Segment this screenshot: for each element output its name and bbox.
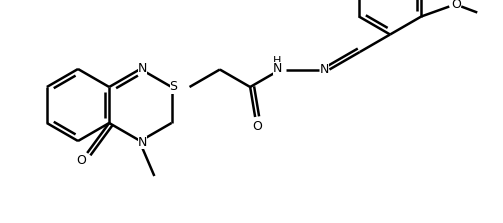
Text: S: S [170,81,178,93]
Text: N: N [138,62,147,74]
Text: N: N [138,136,147,149]
Text: N: N [273,62,282,75]
Text: O: O [451,0,461,11]
Text: O: O [252,120,262,132]
Text: O: O [76,155,86,167]
Text: H: H [273,56,282,66]
Text: N: N [320,63,329,76]
